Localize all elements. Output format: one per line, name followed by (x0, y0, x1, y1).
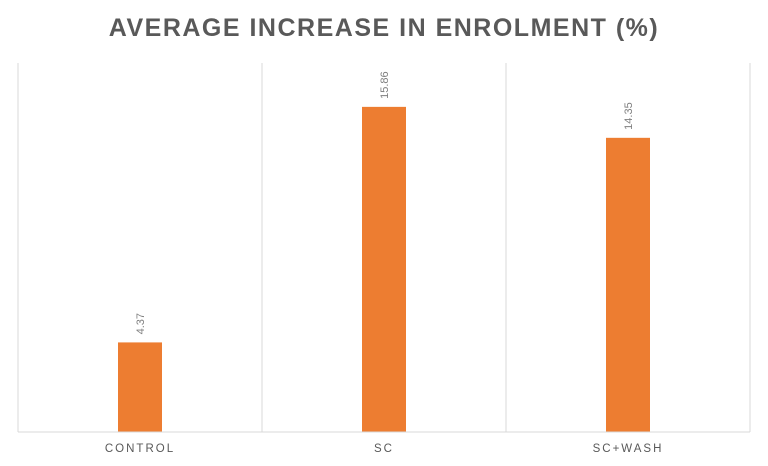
label-layer: 4.37 15.86 14.35 (135, 71, 635, 334)
bar-sc (362, 106, 406, 433)
x-tick-label: SC (374, 443, 394, 455)
x-tick-label: CONTROL (105, 443, 175, 455)
x-tick-label: SC+WASH (593, 443, 664, 455)
axis-layer: CONTROL SC SC+WASH (18, 431, 750, 455)
bar-sc-wash (606, 137, 650, 432)
bar-control (118, 342, 162, 432)
data-label: 4.37 (135, 313, 147, 334)
data-label: 15.86 (379, 71, 391, 99)
data-label: 14.35 (623, 102, 635, 130)
chart-title: AVERAGE INCREASE IN ENROLMENT (%) (108, 14, 660, 42)
grid-layer (17, 63, 751, 432)
bar-layer (118, 106, 650, 433)
